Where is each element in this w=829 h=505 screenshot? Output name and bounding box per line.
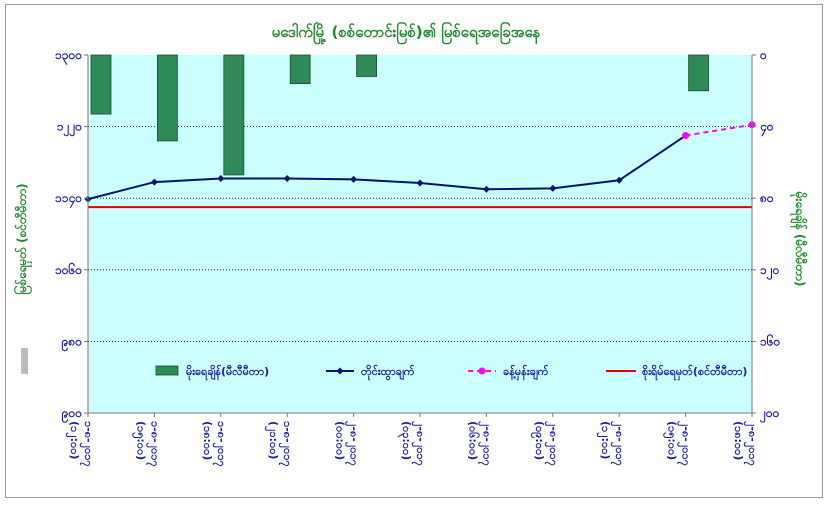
left-tick-label: ၉၀၀ — [61, 406, 83, 424]
observed-point — [482, 185, 490, 193]
observed-point — [615, 176, 623, 184]
x-tick-label: ၁-၈-၂၀၁၇(၁၈:၀၀) — [201, 421, 228, 467]
x-tick-labels: ၁-၈-၂၀၁၇(၁၂:၀၀) ၁-၈-၂၀၁၇(၁၅:၀၀) ၁-၈-၂၀၁၇(၁… — [65, 421, 759, 467]
legend-marker-observed — [336, 367, 344, 375]
legend-label-rain: မိုးရေချိန်(မီလီမီတာ) — [186, 364, 269, 381]
left-tick-label: ၁၂၂၀ — [57, 120, 83, 138]
x-tick-label-line: (၀၀:၀၀) — [334, 421, 347, 460]
x-tick-label: ၂-၈-၂၀၁၇(၀၆:၀၀) — [466, 421, 493, 467]
observed-point — [217, 175, 225, 183]
rain-bar — [688, 54, 709, 92]
chart: မဒေါက်မြို့ (စစ်တောင်းမြစ်)၏ မြစ်ရေအခြေအ… — [12, 21, 809, 467]
rain-bar — [289, 54, 311, 85]
x-tick-label: ၂-၈-၂၀၁၇(၁၈:၀၀) — [732, 421, 759, 467]
legend-label-observed: တိုင်းထွာချက် — [361, 364, 415, 381]
legend-marker-forecast — [478, 367, 486, 375]
forecast-line — [685, 123, 753, 137]
left-tick-label: ၁၃၀၀ — [55, 48, 82, 66]
chart-title: မဒေါက်မြို့ (စစ်တောင်းမြစ်)၏ မြစ်ရေအခြေအ… — [272, 21, 541, 45]
rain-bars — [90, 54, 709, 176]
observed-line — [87, 134, 687, 201]
legend: မိုးရေချိန်(မီလီမီတာ) တိုင်းထွာချက် ခန့်မှ… — [155, 364, 747, 381]
observed-point — [549, 184, 557, 192]
left-tick-label: ၉၈၀ — [61, 334, 83, 352]
right-axis-label: မိုးရေချိန် (မီလီမီတာ) — [789, 191, 809, 287]
x-tick-label: ၂-၈-၂၀၁၇(၁၂:၀၀) — [596, 421, 626, 467]
x-tick-label: ၂-၈-၂၀၁၇(၀၀:၀၀) — [334, 421, 361, 467]
right-tick-label: ၁၂၀ — [760, 263, 780, 281]
right-tick-label: ၁၆၀ — [760, 332, 781, 348]
x-tick-label-line: ၂-၈-၂၀၁၇ — [610, 421, 626, 467]
observed-point — [283, 175, 291, 183]
x-tick-label: ၁-၈-၂၀၁၇(၁၅:၀၀) — [131, 421, 161, 467]
x-tick-label-line: (၁၅:၀၀) — [663, 421, 679, 460]
left-tick-label: ၁၀၆၀ — [55, 261, 82, 277]
x-tick-label: ၂-၈-၂၀၁၇(၀၉:၀၀) — [530, 421, 560, 467]
x-tick-label-line: (၁၈:၀၀) — [732, 421, 745, 460]
x-tick-label-line: (၁၈:၀၀) — [201, 421, 214, 460]
observed-point — [416, 179, 424, 187]
rain-bar — [223, 54, 245, 176]
x-tick-label-line: ၂-၈-၂၀၁၇ — [411, 421, 427, 467]
legend-label-warning: စိုးရိမ်ရေမှတ်(စင်တီမီတာ) — [642, 364, 747, 381]
rain-bar — [356, 54, 378, 77]
left-axis-label: မြစ်ရေမှတ် (စင်တီမီတာ) — [12, 183, 33, 294]
x-tick-label-line: ၂-၈-၂၀၁၇ — [477, 421, 493, 467]
legend-swatch-rain — [155, 365, 179, 376]
right-tick-label: ၄၀ — [759, 120, 774, 138]
x-tick-label: ၂-၈-၂၀၁၇(၀၃:၀၀) — [397, 421, 427, 467]
left-tick-label: ၁၁၄၀ — [55, 191, 82, 209]
x-tick-label: ၁-၈-၂၀၁၇(၁၂:၀၀) — [65, 421, 95, 467]
x-tick-label-line: (၁၂:၀၀) — [596, 421, 612, 459]
x-tick-label-line: (၀၃:၀၀) — [397, 421, 413, 460]
side-marker — [21, 348, 28, 374]
legend-label-forecast: ခန့်မှန်းချက် — [503, 364, 549, 381]
x-tick-label-line: ၂-၈-၂၀၁၇ — [743, 421, 759, 467]
x-tick-label-line: ၂-၈-၂၀၁၇ — [345, 421, 361, 467]
x-tick-label-line: ၁-၈-၂၀၁၇ — [212, 421, 228, 467]
x-tick-label-line: (၀၆:၀၀) — [466, 421, 479, 460]
rain-bar — [156, 54, 178, 142]
x-tick-label-line: ၁-၈-၂၀၁၇ — [145, 421, 161, 467]
x-tick-label-line: (၀၉:၀၀) — [530, 421, 546, 460]
observed-point — [350, 175, 358, 183]
forecast-point — [682, 132, 690, 140]
right-tick-label: ၂၀၀ — [759, 406, 780, 424]
observed-point — [150, 178, 158, 186]
plot-area — [88, 55, 752, 413]
x-tick-label-line: ၂-၈-၂၀၁၇ — [544, 421, 560, 467]
x-tick-label-line: (၁၅:၀၀) — [131, 421, 147, 460]
x-tick-label: ၁-၈-၂၀၁၇(၂၁:၀၀) — [264, 421, 294, 467]
x-tick-label-line: ၂-၈-၂၀၁၇ — [677, 421, 693, 467]
x-tick-label-line: ၁-၈-၂၀၁၇ — [79, 421, 95, 467]
right-tick-label: ၈၀ — [759, 191, 774, 205]
x-tick-label-line: (၂၁:၀၀) — [264, 421, 280, 459]
x-tick-label: ၂-၈-၂၀၁၇(၁၅:၀၀) — [663, 421, 693, 467]
x-tick-label-line: ၁-၈-၂၀၁၇ — [278, 421, 294, 467]
x-tick-label-line: (၁၂:၀၀) — [65, 421, 81, 459]
axes — [84, 54, 756, 417]
chart-frame: မဒေါက်မြို့ (စစ်တောင်းမြစ်)၏ မြစ်ရေအခြေအ… — [5, 4, 823, 498]
right-tick-label: ၀ — [759, 48, 767, 62]
rain-bar — [90, 54, 112, 115]
data-lines — [84, 121, 756, 209]
